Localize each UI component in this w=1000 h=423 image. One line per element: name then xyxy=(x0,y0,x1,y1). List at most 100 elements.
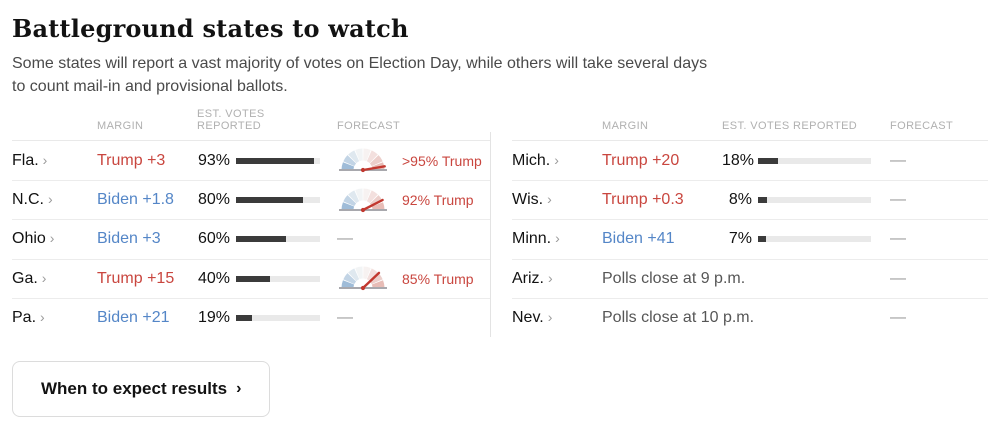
votes-pct: 18% xyxy=(722,151,755,169)
votes-pct: 93% xyxy=(197,151,230,169)
column-header-forecast: FORECAST xyxy=(890,120,954,133)
forecast-label: 85% Trump xyxy=(402,270,474,287)
state-name: Ariz. xyxy=(512,269,544,287)
forecast-gauge-icon xyxy=(339,266,387,291)
state-name: Nev. xyxy=(512,309,544,327)
state-link[interactable]: Wis. › xyxy=(512,191,602,209)
forecast-cell: — xyxy=(328,230,490,248)
column-header-est-votes: EST. VOTES REPORTED xyxy=(197,108,265,133)
table-row: Pa. › Biden +21 19% — xyxy=(12,298,490,337)
state-link[interactable]: Minn. › xyxy=(512,230,602,248)
column-header-est-votes: EST. VOTES REPORTED xyxy=(722,120,858,133)
margin-value: Biden +41 xyxy=(602,230,675,248)
votes-bar-cell xyxy=(230,197,328,204)
forecast-empty-dash: — xyxy=(890,191,906,209)
forecast-empty-dash: — xyxy=(890,309,906,327)
forecast-gauge-icon xyxy=(339,148,387,173)
state-link[interactable]: Pa. › xyxy=(12,309,97,327)
polls-close-note: Polls close at 9 p.m. xyxy=(602,269,746,287)
state-link[interactable]: Nev. › xyxy=(512,309,602,327)
forecast-cell: >95% Trump xyxy=(328,146,490,175)
forecast-empty-dash: — xyxy=(337,309,353,327)
button-label: When to expect results xyxy=(41,379,228,399)
margin-value: Trump +20 xyxy=(602,151,680,169)
forecast-cell: — xyxy=(871,191,988,209)
state-link[interactable]: Fla. › xyxy=(12,152,97,170)
votes-bar-fill xyxy=(236,157,315,164)
forecast-cell: — xyxy=(871,152,988,170)
forecast-empty-dash: — xyxy=(890,269,906,287)
state-chevron-icon: › xyxy=(547,309,553,326)
table-row: Wis. › Trump +0.3 8% — xyxy=(512,179,988,219)
table-row: Minn. › Biden +41 7% — xyxy=(512,219,988,258)
votes-bar-fill xyxy=(758,236,766,243)
table-row: Mich. › Trump +20 18% — xyxy=(512,141,988,179)
votes-pct: 19% xyxy=(197,309,230,327)
state-link[interactable]: Ga. › xyxy=(12,270,97,288)
votes-bar-fill xyxy=(758,157,779,164)
state-chevron-icon: › xyxy=(548,269,553,286)
votes-pct: 60% xyxy=(197,230,230,248)
state-chevron-icon: › xyxy=(547,191,552,208)
state-link[interactable]: N.C. › xyxy=(12,191,97,209)
votes-bar-fill xyxy=(236,197,304,204)
votes-bar xyxy=(236,275,320,282)
when-to-expect-results-button[interactable]: When to expect results › xyxy=(12,361,271,418)
state-name: Fla. xyxy=(12,151,39,169)
margin-value: Biden +1.8 xyxy=(97,191,174,209)
state-chevron-icon: › xyxy=(42,151,48,168)
table-header-row: MARGIN EST. VOTES REPORTED FORECAST xyxy=(12,104,490,142)
forecast-empty-dash: — xyxy=(890,151,906,169)
table-row: Ariz. › Polls close at 9 p.m. — xyxy=(512,258,988,298)
votes-bar-fill xyxy=(236,275,270,282)
state-name: Minn. xyxy=(512,230,552,248)
column-header-margin: MARGIN xyxy=(97,120,144,133)
votes-bar xyxy=(236,157,320,164)
state-chevron-icon: › xyxy=(40,309,45,326)
votes-bar-cell xyxy=(752,157,871,164)
page-subtitle: Some states will report a vast majority … xyxy=(12,55,708,95)
votes-bar-cell xyxy=(230,275,328,282)
votes-bar-cell xyxy=(230,236,328,243)
votes-bar-cell xyxy=(230,157,328,164)
votes-bar xyxy=(758,157,871,164)
forecast-empty-dash: — xyxy=(337,230,353,248)
votes-bar-fill xyxy=(236,315,252,322)
votes-pct: 7% xyxy=(728,230,752,248)
forecast-cell: 85% Trump xyxy=(328,264,490,293)
state-link[interactable]: Ohio › xyxy=(12,230,97,248)
table-header-row: MARGIN EST. VOTES REPORTED FORECAST xyxy=(512,104,988,142)
table-row: Ohio › Biden +3 60% — xyxy=(12,219,490,258)
forecast-cell: — xyxy=(871,230,988,248)
votes-bar-cell xyxy=(752,197,871,204)
margin-value: Biden +21 xyxy=(97,309,170,327)
forecast-cell: — xyxy=(328,309,490,327)
page-title: Battleground states to watch xyxy=(12,14,409,43)
votes-bar xyxy=(758,197,871,204)
margin-value: Trump +3 xyxy=(97,151,166,169)
forecast-gauge-icon xyxy=(339,188,387,212)
table-row: Ga. › Trump +15 40% 85% Trump xyxy=(12,258,490,298)
table-row: N.C. › Biden +1.8 80% 92% Trump xyxy=(12,179,490,219)
column-header-forecast: FORECAST xyxy=(337,120,401,133)
state-link[interactable]: Ariz. › xyxy=(512,270,602,288)
state-name: Ohio xyxy=(12,230,46,248)
margin-value: Trump +0.3 xyxy=(602,191,684,209)
table-divider xyxy=(490,132,491,338)
forecast-cell: — xyxy=(871,270,988,288)
votes-pct: 80% xyxy=(197,191,230,209)
battleground-tables: MARGIN EST. VOTES REPORTED FORECAST Fla. › Tr… xyxy=(12,104,988,338)
polls-close-note: Polls close at 10 p.m. xyxy=(602,309,755,327)
state-name: Ga. xyxy=(12,269,38,287)
state-name: Pa. xyxy=(12,309,37,327)
forecast-label: 92% Trump xyxy=(402,192,474,209)
votes-pct: 40% xyxy=(197,269,230,287)
state-name: Mich. xyxy=(512,151,551,169)
state-link[interactable]: Mich. › xyxy=(512,152,602,170)
forecast-cell: — xyxy=(871,309,988,327)
forecast-cell: 92% Trump xyxy=(328,186,490,215)
votes-bar xyxy=(236,236,320,243)
column-header-margin: MARGIN xyxy=(602,120,649,133)
votes-bar xyxy=(236,315,320,322)
state-chevron-icon: › xyxy=(48,191,53,208)
